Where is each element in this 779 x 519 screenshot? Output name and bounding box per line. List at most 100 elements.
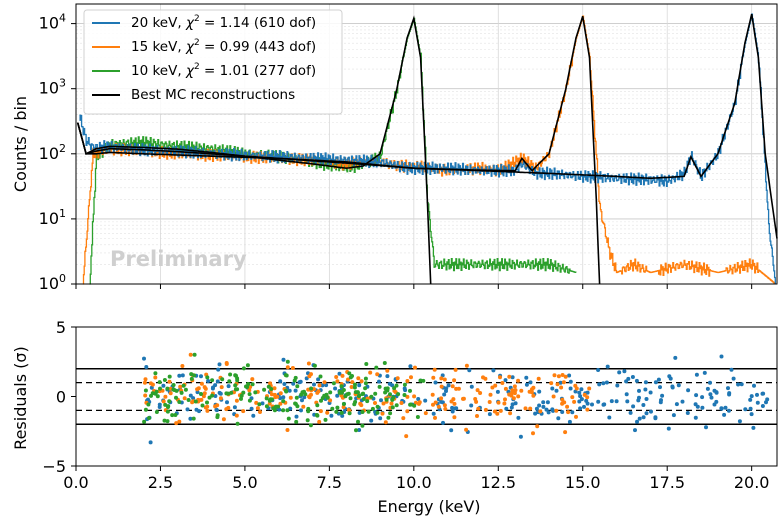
residual-point — [560, 397, 565, 402]
residual-point — [624, 392, 629, 397]
residual-point — [416, 397, 421, 401]
residual-point — [167, 374, 172, 379]
residual-point — [347, 371, 352, 376]
residual-point — [408, 364, 413, 369]
residual-point — [729, 367, 734, 372]
residual-point — [381, 401, 386, 406]
residual-point — [442, 403, 447, 408]
residual-point — [587, 386, 592, 391]
residual-point — [352, 385, 357, 390]
residual-point — [315, 413, 320, 418]
residual-point — [712, 388, 717, 393]
residual-point — [285, 408, 290, 413]
residual-point — [366, 409, 371, 414]
residual-point — [560, 373, 565, 377]
residual-point — [168, 391, 173, 396]
residual-point — [157, 380, 162, 385]
residual-point — [315, 403, 320, 408]
residual-point — [331, 381, 336, 386]
residual-point — [551, 394, 556, 399]
series-line-best-mc-reconstructions — [76, 15, 601, 285]
residual-point — [673, 355, 678, 360]
residual-point — [228, 372, 233, 377]
residual-point — [390, 405, 395, 410]
residual-point — [700, 405, 705, 410]
watermark-preliminary: Preliminary — [110, 247, 247, 271]
residual-point — [574, 386, 579, 391]
residual-point — [658, 385, 662, 390]
residual-point — [403, 388, 408, 393]
residual-point — [170, 413, 175, 418]
residual-point — [233, 383, 238, 388]
residual-point — [404, 434, 409, 439]
residual-point — [334, 375, 339, 379]
residual-point — [211, 385, 215, 390]
residual-point — [674, 402, 679, 407]
residual-point — [387, 381, 392, 386]
residual-point — [205, 408, 210, 413]
series-line-20-kev — [79, 13, 776, 284]
residual-point — [383, 390, 388, 395]
residual-point — [415, 415, 420, 419]
residual-point — [293, 388, 298, 393]
residual-point — [154, 410, 159, 414]
residual-point — [246, 382, 251, 386]
residual-point — [495, 411, 500, 416]
residual-point — [192, 373, 197, 378]
residual-point — [560, 401, 565, 406]
residual-point — [531, 385, 536, 390]
legend-entry: 10 keV, χ2 = 1.01 (277 dof) — [131, 62, 316, 79]
residual-point — [566, 410, 571, 415]
residual-point — [350, 380, 355, 385]
residual-point — [748, 397, 753, 402]
residual-point — [295, 384, 300, 389]
residual-point — [317, 419, 322, 424]
residual-point — [637, 416, 642, 421]
residual-point — [165, 386, 170, 391]
residual-point — [191, 416, 196, 421]
x-tick-label: 12.5 — [480, 473, 516, 492]
residual-point — [487, 400, 492, 404]
residual-point — [513, 401, 518, 406]
residual-point — [541, 400, 546, 405]
residual-point — [301, 404, 306, 409]
spectrum-y-axis-label: Counts / bin — [11, 96, 30, 192]
residual-point — [219, 385, 224, 390]
x-tick-label: 7.5 — [317, 473, 342, 492]
residual-point — [375, 404, 380, 409]
residual-point — [281, 408, 286, 413]
legend-entry: Best MC reconstructions — [131, 87, 295, 103]
residual-point — [216, 367, 221, 372]
residual-point — [498, 375, 502, 380]
residual-point — [370, 406, 375, 411]
residual-point — [233, 373, 238, 378]
residual-point — [528, 406, 533, 411]
residual-point — [727, 392, 732, 397]
residual-point — [320, 396, 325, 400]
residual-point — [267, 401, 272, 406]
residual-point — [439, 396, 444, 401]
residual-point — [385, 368, 390, 373]
residual-point — [749, 412, 754, 417]
residual-point — [340, 413, 345, 418]
residual-point — [163, 394, 168, 399]
residual-point — [340, 390, 344, 395]
residual-point — [305, 418, 310, 423]
residual-point — [210, 393, 215, 398]
residual-point — [157, 402, 162, 407]
residual-point — [373, 401, 377, 405]
residual-point — [453, 367, 458, 372]
residual-point — [760, 391, 765, 396]
residual-point — [200, 403, 205, 408]
residual-point — [498, 408, 503, 413]
residual-point — [507, 374, 512, 379]
residual-point — [294, 395, 299, 400]
residual-point — [269, 392, 274, 397]
residual-point — [555, 382, 560, 387]
residual-point — [442, 377, 447, 382]
residual-point — [439, 384, 444, 389]
residual-point — [227, 379, 232, 384]
residual-point — [541, 404, 546, 409]
residual-point — [213, 394, 218, 398]
